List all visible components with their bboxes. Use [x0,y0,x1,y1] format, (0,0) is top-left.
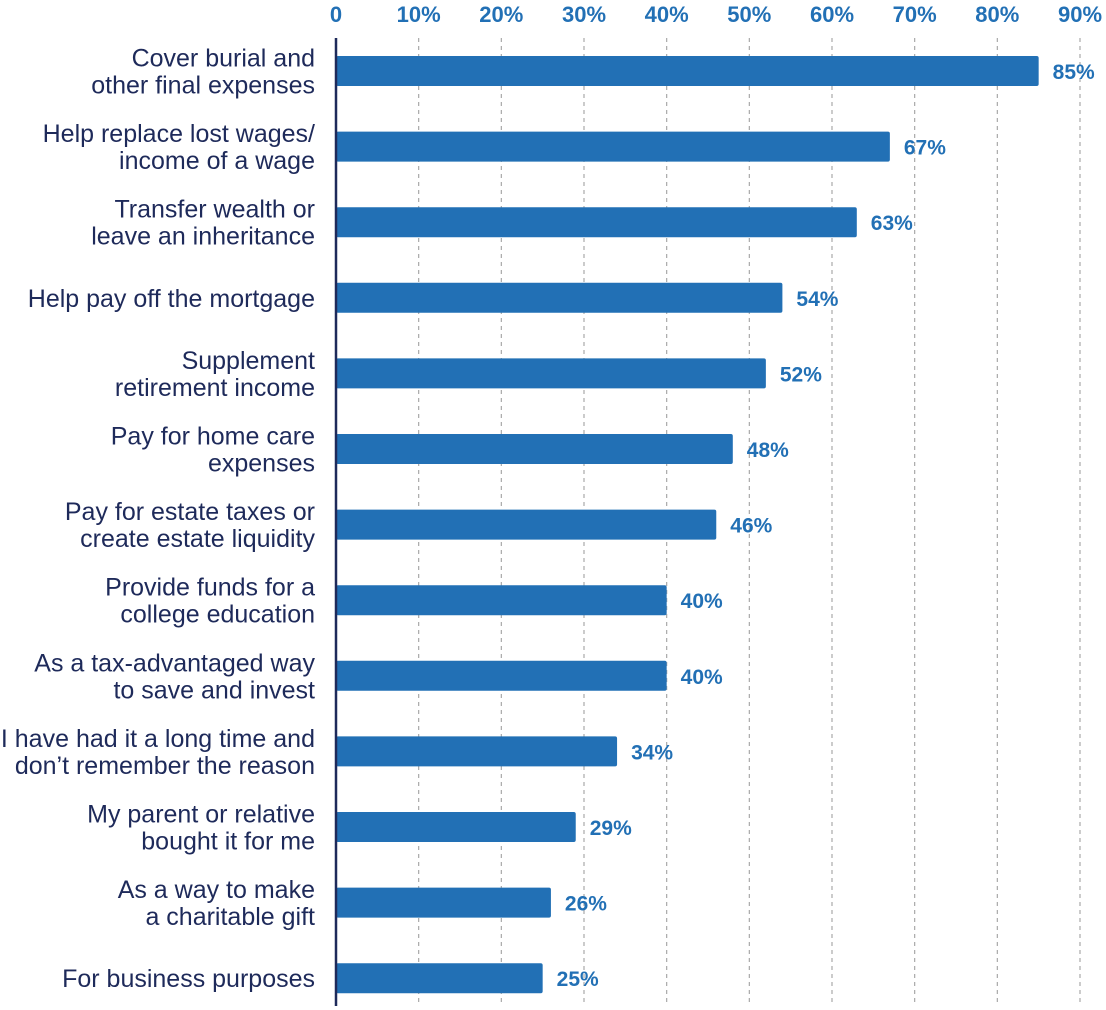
value-label: 29% [590,817,632,840]
category-label-line: to save and invest [113,676,315,704]
category-label: As a way to make a charitable gift [118,876,315,931]
bar [336,660,667,691]
category-label-line: other final expenses [91,72,315,100]
category-label: Provide funds for a college education [105,574,315,629]
category-label-line: As a way to make [118,876,315,904]
category-label: I have had it a long time and don’t remem… [1,725,315,780]
bar [336,207,857,238]
category-label-line: don’t remember the reason [15,752,315,780]
category-label-line: Provide funds for a [105,574,315,602]
category-label: Pay for estate taxes or create estate liq… [65,498,316,553]
value-label: 40% [681,666,723,689]
value-label: 52% [780,363,822,386]
x-tick-label: 30% [562,2,606,27]
value-label: 67% [904,137,946,160]
value-label: 26% [565,893,607,916]
x-tick-label: 60% [810,2,854,27]
x-tick-label: 0 [330,2,342,27]
category-label-line: retirement income [115,374,315,402]
bar [336,56,1039,86]
value-labels: 85% 67% 63% 54% 52% 48% 46% 40% 40% 34% 29% 26% 25% [557,61,1095,991]
category-label-line: income of a wage [119,147,315,175]
value-label: 34% [631,741,673,764]
x-tick-label: 90% [1058,2,1102,27]
x-tick-label: 70% [893,2,937,27]
value-label: 40% [681,590,723,613]
category-label: My parent or relative bought it for me [87,801,315,856]
bar [336,736,618,767]
bar [336,963,543,994]
bar [336,509,717,540]
category-label-line: Help replace lost wages/ [43,120,315,148]
category-label-line: Cover burial and [132,45,315,73]
x-axis-ticks: 0 10% 20% 30% 40% 50% 60% 70% 80% 90% [330,2,1102,27]
category-label-line: Pay for home care [111,423,315,451]
value-label: 54% [796,288,838,311]
value-label: 85% [1053,61,1095,84]
x-tick-label: 50% [727,2,771,27]
category-label-line: a charitable gift [145,903,315,931]
category-label: Help pay off the mortgage [28,285,315,313]
bar [336,585,667,616]
category-label-line: As a tax-advantaged way [34,649,315,677]
category-label-line: Pay for estate taxes or [65,498,315,526]
category-label-line: college education [120,601,315,629]
category-label-line: I have had it a long time and [1,725,315,753]
category-label-line: Transfer wealth or [114,196,315,224]
category-label-line: For business purposes [62,965,315,993]
category-label: Pay for home care expenses [111,423,315,478]
category-label-line: My parent or relative [87,801,315,829]
value-label: 48% [747,439,789,462]
category-label-line: Supplement [182,347,315,375]
category-label-line: expenses [208,450,315,478]
x-tick-label: 40% [645,2,689,27]
bar [336,358,766,389]
x-tick-label: 10% [397,2,441,27]
x-tick-label: 80% [975,2,1019,27]
category-label: Cover burial and other final expenses [91,45,315,100]
bars [336,56,1039,994]
category-label: For business purposes [62,965,315,993]
value-label: 25% [557,968,599,991]
category-label: Supplement retirement income [115,347,315,402]
category-label-line: bought it for me [141,828,315,856]
category-label-line: create estate liquidity [80,525,315,553]
bar [336,887,551,918]
category-label: As a tax-advantaged way to save and inves… [34,649,315,704]
category-label: Help replace lost wages/income of a wage [43,120,315,175]
bar [336,131,890,162]
category-label: Transfer wealth or leave an inheritance [91,196,315,251]
value-label: 63% [871,212,913,235]
bar [336,282,783,313]
category-label-line: Help pay off the mortgage [28,285,315,313]
category-labels: Cover burial and other final expenses Help… [1,45,316,994]
value-label: 46% [730,515,772,538]
bar [336,434,733,464]
x-tick-label: 20% [479,2,523,27]
category-label-line: leave an inheritance [91,223,315,251]
bar [336,812,576,842]
